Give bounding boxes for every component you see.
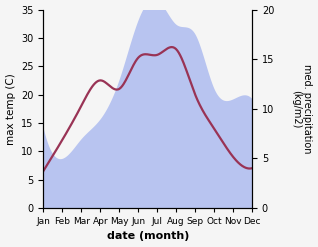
X-axis label: date (month): date (month): [107, 231, 189, 242]
Y-axis label: med. precipitation
(kg/m2): med. precipitation (kg/m2): [291, 64, 313, 153]
Y-axis label: max temp (C): max temp (C): [5, 73, 16, 144]
